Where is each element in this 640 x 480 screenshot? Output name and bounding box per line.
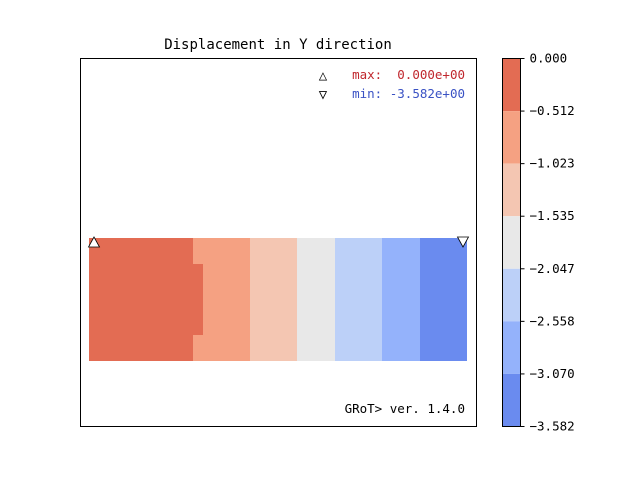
colorbar-segments — [502, 58, 521, 427]
field-band-3 — [297, 238, 335, 361]
colorbar-level-1 — [502, 111, 521, 164]
field-band-2 — [250, 238, 297, 361]
field-band-4 — [335, 238, 382, 361]
colorbar-level-0 — [502, 58, 521, 112]
colorbar-level-2 — [502, 163, 521, 217]
field-band-0-bulge — [189, 264, 203, 335]
colorbar-tick-label: −0.512 — [530, 103, 575, 118]
field-band-1-bottom — [193, 335, 250, 361]
min-label: min: -3.582e+00 — [352, 86, 465, 101]
colorbar-tick-label: −2.558 — [530, 313, 575, 328]
colorbar-tick-label: −1.535 — [530, 208, 575, 223]
heatmap-field — [89, 238, 467, 361]
max-marker-icon — [87, 236, 101, 248]
min-symbol: ▽ — [319, 87, 328, 103]
version-label: GRoT> ver. 1.4.0 — [345, 401, 465, 416]
field-band-1-top — [193, 238, 250, 264]
colorbar-frame — [502, 58, 521, 427]
colorbar-tick-label: −1.023 — [530, 156, 575, 171]
colorbar-level-4 — [502, 268, 521, 322]
colorbar-tick-label: 0.000 — [530, 51, 568, 66]
field-band-6 — [420, 238, 467, 361]
chart-title: Displacement in Y direction — [164, 37, 392, 53]
colorbar: 0.000 −0.512 −1.023 −1.535 −2.047 −2.558 −3.07… — [502, 51, 575, 434]
field-band-0 — [89, 238, 193, 361]
colorbar-level-6 — [502, 373, 521, 427]
colorbar-level-3 — [502, 216, 521, 269]
colorbar-level-5 — [502, 321, 521, 374]
colorbar-tick-label: −3.070 — [530, 366, 575, 381]
max-label: max: 0.000e+00 — [352, 67, 465, 82]
field-band-1-mid — [203, 264, 250, 335]
colorbar-tick-label: −2.047 — [530, 261, 575, 276]
field-band-5 — [382, 238, 420, 361]
max-symbol: △ — [319, 68, 328, 84]
colorbar-ticks: 0.000 −0.512 −1.023 −1.535 −2.047 −2.558 −3.07… — [520, 51, 575, 434]
colorbar-tick-label: −3.582 — [530, 419, 575, 434]
min-marker-icon — [456, 236, 470, 248]
